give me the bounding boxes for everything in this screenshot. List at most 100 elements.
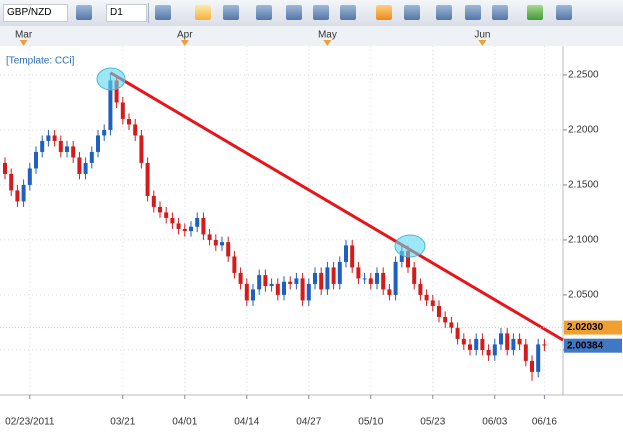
candle-body <box>9 173 14 191</box>
candle-body <box>406 250 410 268</box>
highlight <box>96 67 126 91</box>
price-axis <box>563 46 623 395</box>
candle-body <box>189 226 193 232</box>
candle-body <box>288 281 293 284</box>
candle-body <box>536 344 541 372</box>
candle-body <box>523 344 528 361</box>
candle-body <box>201 217 206 235</box>
candle-body <box>244 283 249 301</box>
y-tick-label: 2.2500 <box>568 70 599 81</box>
tool-icon[interactable] <box>465 5 481 20</box>
candle-body <box>127 118 131 125</box>
month-marker <box>323 40 332 46</box>
candle-body <box>424 294 429 301</box>
chart: [Template: CCi] 2.2500 2.2000 2.1500 2.1000… <box>0 26 623 428</box>
candle-body <box>21 184 26 202</box>
candle-body <box>375 272 379 284</box>
candle-body <box>542 344 547 346</box>
tool-icon[interactable] <box>223 5 239 20</box>
candle-body <box>120 102 125 119</box>
candle-body <box>517 338 522 345</box>
x-tick-label: 04/14 <box>234 417 259 428</box>
candle-body <box>418 283 423 295</box>
month-marker <box>478 40 487 46</box>
candle-body <box>83 162 88 174</box>
candle-body <box>306 283 311 301</box>
candle-body <box>15 190 20 202</box>
candle-body <box>325 267 330 290</box>
candle-body <box>58 140 63 152</box>
candle-body <box>195 217 200 227</box>
month-label: Apr <box>177 30 193 41</box>
candle-body <box>207 234 212 240</box>
highlight <box>394 234 426 258</box>
candle-body <box>337 261 342 284</box>
tool-icon[interactable] <box>195 5 211 20</box>
tool-icon[interactable] <box>340 5 356 20</box>
candle-body <box>158 206 162 213</box>
month-marker <box>19 40 28 46</box>
tool-icon[interactable] <box>492 5 508 20</box>
candle-body <box>412 267 417 284</box>
tool-icon[interactable] <box>436 5 452 20</box>
month-label: Jun <box>474 30 490 41</box>
price-marker-label: 2.02030 <box>567 322 604 333</box>
trendline <box>109 71 564 342</box>
candle-body <box>213 239 218 246</box>
timeframe-select[interactable]: D1 <box>106 4 147 22</box>
candle-body <box>108 80 113 130</box>
candle-body <box>368 278 373 284</box>
month-marker <box>180 40 189 46</box>
tool-icon[interactable] <box>527 5 543 20</box>
candle-body <box>275 283 280 295</box>
candle-body <box>350 245 355 268</box>
candle-body <box>461 338 466 345</box>
symbol-select[interactable]: GBP/NZD <box>3 4 68 22</box>
candle-body <box>102 129 107 136</box>
candle-body <box>530 360 534 372</box>
candle-body <box>52 135 57 141</box>
price-marker <box>564 320 622 335</box>
candle-body <box>443 316 448 323</box>
candle-body <box>313 272 317 284</box>
candle-body <box>474 338 479 350</box>
tool-icon[interactable] <box>256 5 272 20</box>
y-tick-label: 2.1500 <box>568 180 599 191</box>
candle-body <box>300 278 305 301</box>
candle-body <box>468 344 472 350</box>
candle-body <box>40 140 45 152</box>
candle-body <box>387 289 392 295</box>
tool-icon[interactable] <box>404 5 420 20</box>
candle-body <box>455 327 460 339</box>
tool-icon[interactable] <box>76 5 92 20</box>
tool-icon[interactable] <box>286 5 302 20</box>
month-header <box>0 26 623 46</box>
candle-body <box>282 281 286 295</box>
tool-icon[interactable] <box>376 5 392 20</box>
tool-icon[interactable] <box>556 5 572 20</box>
candle-body <box>238 272 243 284</box>
candle-body <box>486 349 491 356</box>
candle-body <box>46 135 51 141</box>
candle-body <box>331 267 336 284</box>
candle-body <box>139 135 144 163</box>
tool-icon[interactable] <box>155 5 171 20</box>
candle-body <box>151 195 156 207</box>
candle-body <box>269 283 274 287</box>
tool-icon[interactable] <box>313 5 329 20</box>
candle-body <box>492 344 497 356</box>
x-tick-label: 02/23/2011 <box>5 417 55 428</box>
candle-body <box>89 151 94 163</box>
candle-body <box>251 289 255 301</box>
candle-body <box>356 267 361 279</box>
candle-body <box>176 223 181 229</box>
price-marker-label: 2.00384 <box>567 340 604 351</box>
candle-body <box>449 322 454 328</box>
candle-body <box>96 135 100 152</box>
x-tick-label: 06/03 <box>482 417 507 428</box>
candle-body <box>257 275 262 290</box>
candle-body <box>232 256 237 273</box>
candle-body <box>133 124 138 136</box>
candle-body <box>437 305 441 317</box>
